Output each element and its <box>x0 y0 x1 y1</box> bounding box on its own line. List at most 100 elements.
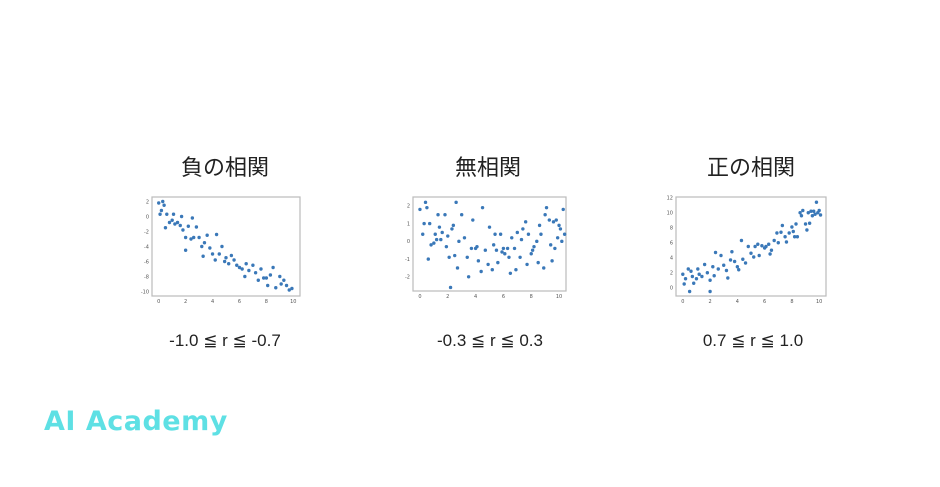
correlation-range-negative: -1.0 ≦ r ≦ -0.7 <box>169 331 281 350</box>
y-tick-label: 2 <box>670 271 673 277</box>
data-point <box>749 251 753 255</box>
chart-title-negative: 負の相関 <box>180 156 269 181</box>
data-point <box>752 255 756 259</box>
data-point <box>692 281 696 285</box>
data-point <box>165 212 169 216</box>
data-point <box>201 254 205 258</box>
data-point <box>515 230 520 235</box>
x-tick-label: 2 <box>708 299 711 305</box>
data-point <box>279 282 283 286</box>
data-point <box>429 243 433 247</box>
x-tick-label: 10 <box>290 299 296 305</box>
plot-frame <box>412 196 567 292</box>
data-point <box>447 255 451 260</box>
data-point <box>278 274 282 279</box>
data-point <box>437 225 442 229</box>
data-point <box>690 274 695 279</box>
data-point <box>526 232 531 236</box>
data-point <box>259 267 263 271</box>
data-point <box>529 252 533 256</box>
data-point <box>711 265 715 269</box>
data-point <box>444 244 449 249</box>
data-point <box>244 262 248 266</box>
data-point <box>719 253 723 258</box>
data-point <box>213 258 217 262</box>
data-point <box>743 261 748 265</box>
data-point <box>189 237 193 241</box>
chart-title-none: 無相関 <box>454 156 521 181</box>
data-point <box>163 226 168 230</box>
y-tick-label: -2 <box>144 229 149 235</box>
data-point <box>514 268 518 272</box>
data-point <box>697 272 701 276</box>
x-tick-label: 8 <box>790 299 793 305</box>
data-point <box>530 248 535 252</box>
data-point <box>683 277 688 281</box>
data-point <box>432 241 436 245</box>
data-point <box>776 241 780 245</box>
data-point <box>162 203 166 207</box>
data-point <box>764 244 768 249</box>
data-point <box>483 248 488 252</box>
data-point <box>772 238 776 243</box>
data-point <box>426 257 430 261</box>
data-point <box>459 213 464 217</box>
data-point <box>537 223 542 228</box>
data-point <box>708 289 712 294</box>
y-tick-label: -10 <box>141 289 149 295</box>
data-point <box>192 235 196 240</box>
data-point <box>536 260 540 265</box>
data-point <box>795 235 800 239</box>
data-point <box>560 239 564 244</box>
data-point <box>171 212 176 216</box>
x-tick-label: 6 <box>238 299 241 305</box>
data-point <box>783 235 787 239</box>
data-point <box>243 274 247 279</box>
data-point <box>801 208 805 213</box>
y-tick-label: 8 <box>670 226 673 232</box>
data-point <box>503 252 507 256</box>
data-point <box>687 289 692 294</box>
data-point <box>226 262 231 266</box>
x-tick-label: 10 <box>556 294 562 300</box>
data-point <box>493 232 497 236</box>
data-point <box>807 221 812 225</box>
data-point <box>183 248 188 252</box>
data-point <box>708 278 712 282</box>
data-point <box>741 257 745 261</box>
correlation-range-none: -0.3 ≦ r ≦ 0.3 <box>437 331 543 350</box>
data-point <box>462 236 467 240</box>
data-point <box>543 213 547 217</box>
data-point <box>423 200 428 205</box>
data-point <box>190 216 195 220</box>
data-point <box>284 283 289 288</box>
data-point <box>178 223 182 228</box>
data-point <box>433 232 437 236</box>
data-point <box>535 239 539 244</box>
scatter-plot-negative: 0 2 4 6 8 10 2 0 -2 -4 -6 -8 -10 <box>141 196 301 305</box>
data-point <box>694 277 699 281</box>
data-point <box>465 255 469 260</box>
data-point <box>486 262 490 267</box>
x-tick-label: 0 <box>157 299 160 305</box>
x-tick-label: 6 <box>763 299 766 305</box>
data-point <box>261 276 266 280</box>
data-point <box>202 241 207 245</box>
data-point <box>170 218 174 222</box>
data-point <box>173 222 177 226</box>
data-point <box>205 233 209 237</box>
data-point <box>422 221 426 226</box>
data-point <box>705 271 710 275</box>
data-point <box>791 229 795 234</box>
data-point <box>737 268 741 272</box>
data-point <box>682 282 686 286</box>
data-point <box>251 263 255 267</box>
data-point <box>716 267 720 271</box>
data-point <box>161 199 165 204</box>
data-point <box>475 244 479 249</box>
data-point <box>696 267 700 271</box>
data-point <box>494 248 499 252</box>
data-point <box>812 209 816 213</box>
data-point <box>760 244 764 248</box>
